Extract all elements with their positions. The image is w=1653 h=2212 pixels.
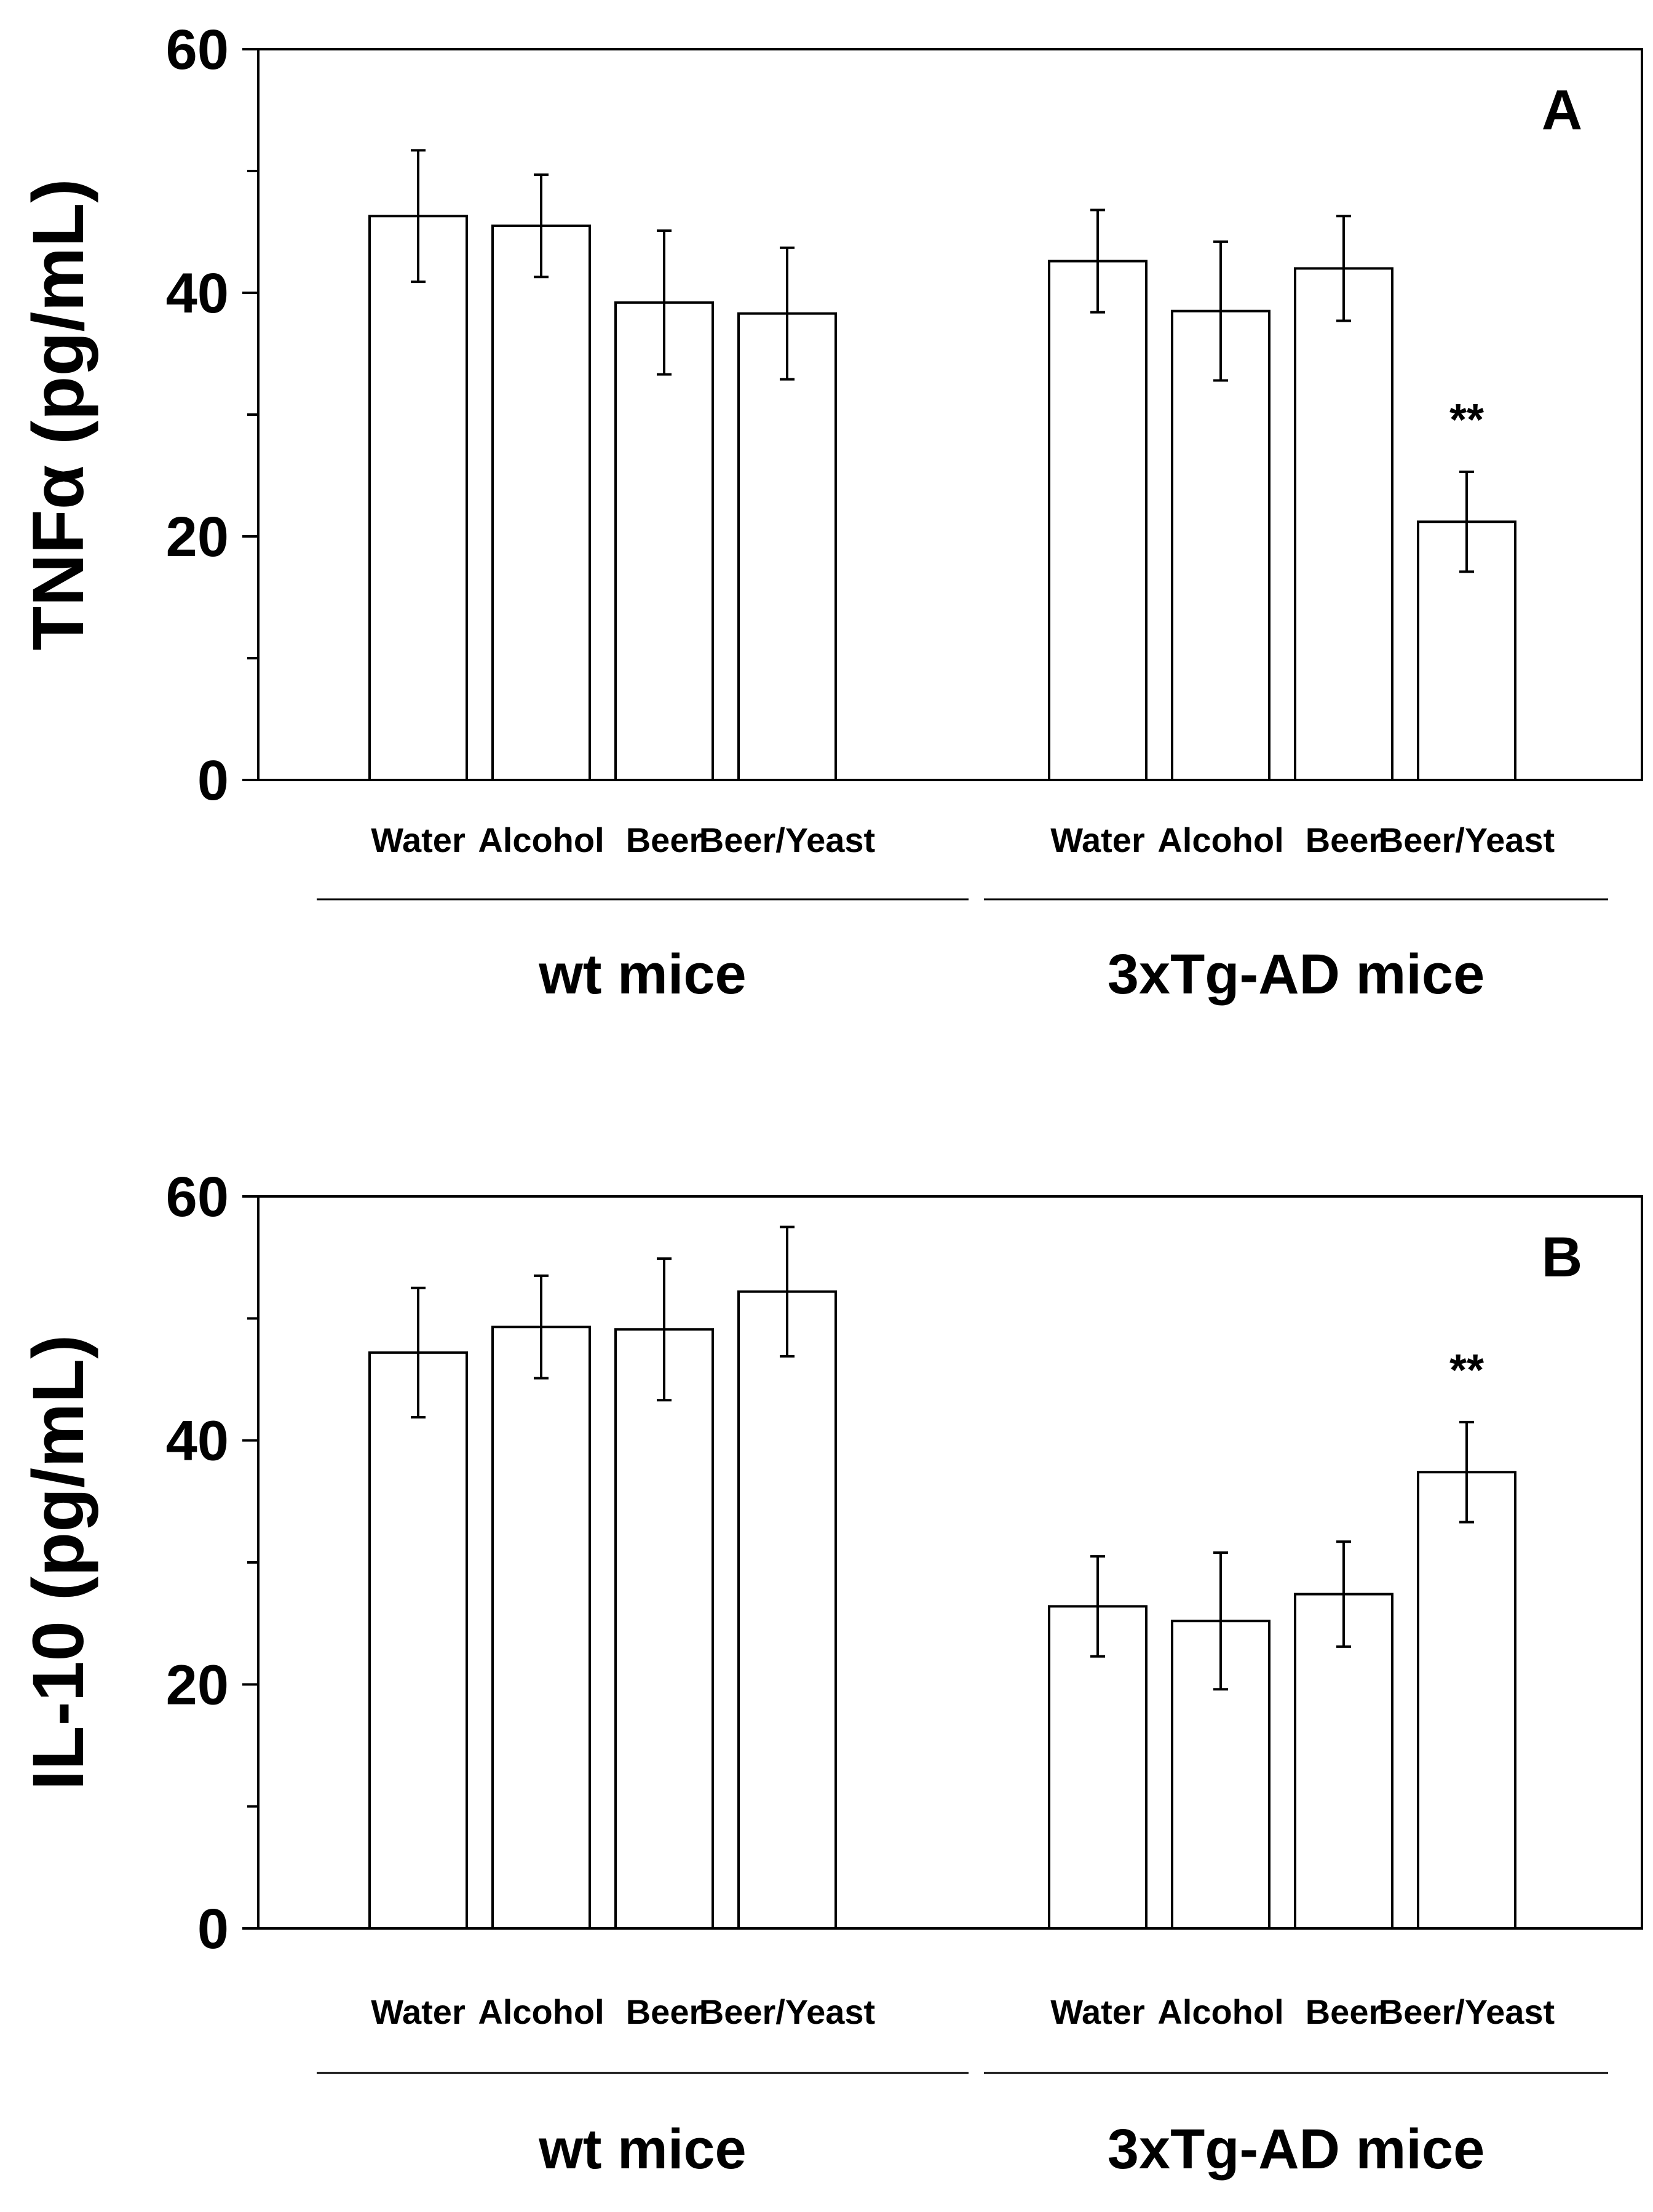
category-label: Alcohol — [478, 1992, 604, 2031]
panel-letter: B — [1542, 1226, 1582, 1289]
category-label: Water — [371, 821, 466, 859]
y-tick-label: 0 — [197, 1898, 229, 1960]
bar — [614, 1328, 714, 1930]
y-axis-title: TNFα (pg/mL) — [18, 178, 99, 650]
category-label: Beer — [1306, 821, 1382, 859]
bar — [737, 1290, 837, 1930]
y-tick-label: 60 — [166, 18, 229, 81]
group-label: wt mice — [538, 2118, 746, 2181]
bar — [491, 225, 591, 782]
y-tick-label: 20 — [166, 506, 229, 568]
y-tick-label: 0 — [197, 749, 229, 812]
y-tick-label: 60 — [166, 1166, 229, 1228]
significance-marker: ** — [1449, 1346, 1484, 1395]
category-label: Beer/Yeast — [1379, 821, 1555, 859]
category-label: Alcohol — [478, 821, 604, 859]
y-tick-label: 40 — [166, 262, 229, 325]
category-label: Beer/Yeast — [699, 1992, 875, 2031]
category-label: Water — [1050, 821, 1145, 859]
category-label: Beer/Yeast — [1379, 1992, 1555, 2031]
y-axis-title: IL-10 (pg/mL) — [18, 1335, 99, 1791]
significance-marker: ** — [1449, 396, 1484, 445]
category-label: Beer — [626, 821, 703, 859]
group-label: 3xTg-AD mice — [1108, 943, 1485, 1006]
y-tick-label: 20 — [166, 1653, 229, 1716]
panel-letter: A — [1542, 79, 1582, 141]
bar — [1048, 1605, 1148, 1930]
y-tick-label: 40 — [166, 1410, 229, 1473]
category-label: Alcohol — [1157, 1992, 1283, 2031]
bar — [1417, 1471, 1516, 1930]
category-label: Beer/Yeast — [699, 821, 875, 859]
group-label: wt mice — [538, 943, 746, 1006]
bar — [491, 1326, 591, 1930]
category-label: Water — [1050, 1992, 1145, 2031]
bar — [737, 312, 837, 782]
category-label: Water — [371, 1992, 466, 2031]
bar — [1294, 267, 1393, 781]
bar — [1171, 309, 1270, 781]
category-label: Alcohol — [1157, 821, 1283, 859]
bar — [1294, 1593, 1393, 1930]
bar — [614, 301, 714, 781]
category-label: Beer — [626, 1992, 703, 2031]
category-label: Beer — [1306, 1992, 1382, 2031]
bar — [368, 215, 468, 781]
bar — [1048, 260, 1148, 781]
group-label: 3xTg-AD mice — [1108, 2118, 1485, 2181]
bar — [368, 1351, 468, 1930]
